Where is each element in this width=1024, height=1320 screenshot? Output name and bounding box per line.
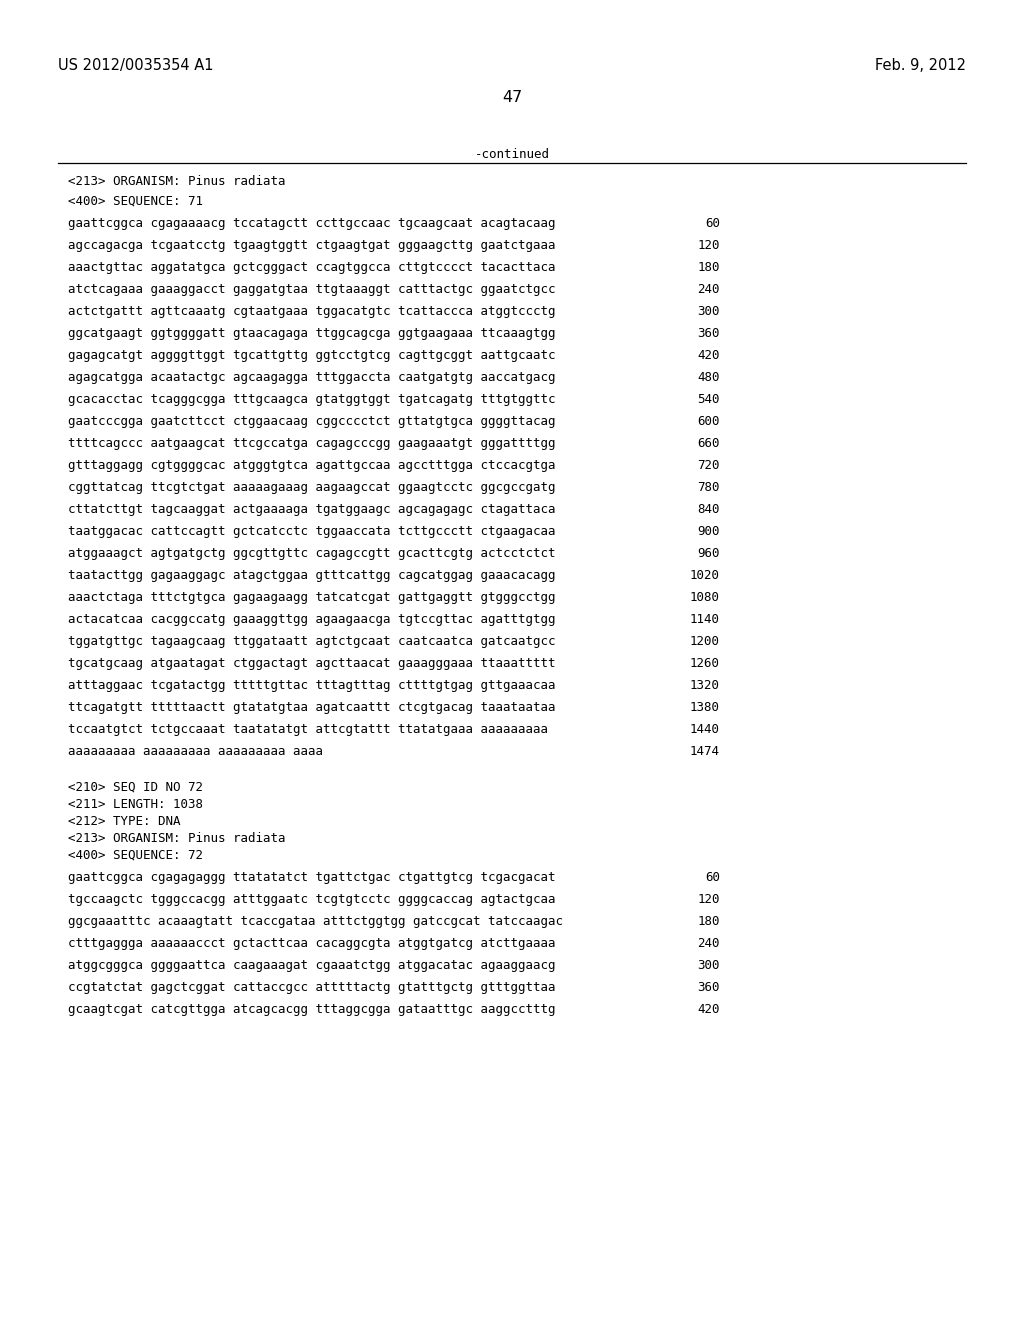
Text: 1380: 1380 bbox=[690, 701, 720, 714]
Text: 47: 47 bbox=[502, 90, 522, 106]
Text: 360: 360 bbox=[697, 327, 720, 341]
Text: 540: 540 bbox=[697, 393, 720, 407]
Text: Feb. 9, 2012: Feb. 9, 2012 bbox=[874, 58, 966, 73]
Text: ctttgaggga aaaaaaccct gctacttcaa cacaggcgta atggtgatcg atcttgaaaa: ctttgaggga aaaaaaccct gctacttcaa cacaggc… bbox=[68, 937, 555, 950]
Text: <400> SEQUENCE: 71: <400> SEQUENCE: 71 bbox=[68, 195, 203, 209]
Text: 60: 60 bbox=[705, 871, 720, 884]
Text: 900: 900 bbox=[697, 525, 720, 539]
Text: 1320: 1320 bbox=[690, 678, 720, 692]
Text: cggttatcag ttcgtctgat aaaaagaaag aagaagccat ggaagtcctc ggcgccgatg: cggttatcag ttcgtctgat aaaaagaaag aagaagc… bbox=[68, 480, 555, 494]
Text: cttatcttgt tagcaaggat actgaaaaga tgatggaagc agcagagagc ctagattaca: cttatcttgt tagcaaggat actgaaaaga tgatgga… bbox=[68, 503, 555, 516]
Text: 1080: 1080 bbox=[690, 591, 720, 605]
Text: tgcatgcaag atgaatagat ctggactagt agcttaacat gaaagggaaa ttaaattttt: tgcatgcaag atgaatagat ctggactagt agcttaa… bbox=[68, 657, 555, 671]
Text: <211> LENGTH: 1038: <211> LENGTH: 1038 bbox=[68, 799, 203, 810]
Text: 1440: 1440 bbox=[690, 723, 720, 737]
Text: 120: 120 bbox=[697, 239, 720, 252]
Text: taatggacac cattccagtt gctcatcctc tggaaccata tcttgccctt ctgaagacaa: taatggacac cattccagtt gctcatcctc tggaacc… bbox=[68, 525, 555, 539]
Text: gcacacctac tcagggcgga tttgcaagca gtatggtggt tgatcagatg tttgtggttc: gcacacctac tcagggcgga tttgcaagca gtatggt… bbox=[68, 393, 555, 407]
Text: ttcagatgtt tttttaactt gtatatgtaa agatcaattt ctcgtgacag taaataataa: ttcagatgtt tttttaactt gtatatgtaa agatcaa… bbox=[68, 701, 555, 714]
Text: tccaatgtct tctgccaaat taatatatgt attcgtattt ttatatgaaa aaaaaaaaa: tccaatgtct tctgccaaat taatatatgt attcgta… bbox=[68, 723, 548, 737]
Text: <213> ORGANISM: Pinus radiata: <213> ORGANISM: Pinus radiata bbox=[68, 832, 286, 845]
Text: 180: 180 bbox=[697, 261, 720, 275]
Text: 840: 840 bbox=[697, 503, 720, 516]
Text: atggaaagct agtgatgctg ggcgttgttc cagagccgtt gcacttcgtg actcctctct: atggaaagct agtgatgctg ggcgttgttc cagagcc… bbox=[68, 546, 555, 560]
Text: atctcagaaa gaaaggacct gaggatgtaa ttgtaaaggt catttactgc ggaatctgcc: atctcagaaa gaaaggacct gaggatgtaa ttgtaaa… bbox=[68, 282, 555, 296]
Text: aaactctaga tttctgtgca gagaagaagg tatcatcgat gattgaggtt gtgggcctgg: aaactctaga tttctgtgca gagaagaagg tatcatc… bbox=[68, 591, 555, 605]
Text: <400> SEQUENCE: 72: <400> SEQUENCE: 72 bbox=[68, 849, 203, 862]
Text: actacatcaa cacggccatg gaaaggttgg agaagaacga tgtccgttac agatttgtgg: actacatcaa cacggccatg gaaaggttgg agaagaa… bbox=[68, 612, 555, 626]
Text: 1260: 1260 bbox=[690, 657, 720, 671]
Text: ccgtatctat gagctcggat cattaccgcc atttttactg gtatttgctg gtttggttaa: ccgtatctat gagctcggat cattaccgcc attttta… bbox=[68, 981, 555, 994]
Text: gaattcggca cgagagaggg ttatatatct tgattctgac ctgattgtcg tcgacgacat: gaattcggca cgagagaggg ttatatatct tgattct… bbox=[68, 871, 555, 884]
Text: gcaagtcgat catcgttgga atcagcacgg tttaggcgga gataatttgc aaggcctttg: gcaagtcgat catcgttgga atcagcacgg tttaggc… bbox=[68, 1003, 555, 1016]
Text: 1474: 1474 bbox=[690, 744, 720, 758]
Text: 960: 960 bbox=[697, 546, 720, 560]
Text: agagcatgga acaatactgc agcaagagga tttggaccta caatgatgtg aaccatgacg: agagcatgga acaatactgc agcaagagga tttggac… bbox=[68, 371, 555, 384]
Text: <212> TYPE: DNA: <212> TYPE: DNA bbox=[68, 814, 180, 828]
Text: <210> SEQ ID NO 72: <210> SEQ ID NO 72 bbox=[68, 781, 203, 795]
Text: ggcgaaatttc acaaagtatt tcaccgataa atttctggtgg gatccgcat tatccaagac: ggcgaaatttc acaaagtatt tcaccgataa atttct… bbox=[68, 915, 563, 928]
Text: 780: 780 bbox=[697, 480, 720, 494]
Text: 480: 480 bbox=[697, 371, 720, 384]
Text: 120: 120 bbox=[697, 894, 720, 906]
Text: ggcatgaagt ggtggggatt gtaacagaga ttggcagcga ggtgaagaaa ttcaaagtgg: ggcatgaagt ggtggggatt gtaacagaga ttggcag… bbox=[68, 327, 555, 341]
Text: 180: 180 bbox=[697, 915, 720, 928]
Text: aaactgttac aggatatgca gctcgggact ccagtggcca cttgtcccct tacacttaca: aaactgttac aggatatgca gctcgggact ccagtgg… bbox=[68, 261, 555, 275]
Text: gaatcccgga gaatcttcct ctggaacaag cggcccctct gttatgtgca ggggttacag: gaatcccgga gaatcttcct ctggaacaag cggcccc… bbox=[68, 414, 555, 428]
Text: 1020: 1020 bbox=[690, 569, 720, 582]
Text: 240: 240 bbox=[697, 937, 720, 950]
Text: 1200: 1200 bbox=[690, 635, 720, 648]
Text: ttttcagccc aatgaagcat ttcgccatga cagagcccgg gaagaaatgt gggattttgg: ttttcagccc aatgaagcat ttcgccatga cagagcc… bbox=[68, 437, 555, 450]
Text: atggcgggca ggggaattca caagaaagat cgaaatctgg atggacatac agaaggaacg: atggcgggca ggggaattca caagaaagat cgaaatc… bbox=[68, 960, 555, 972]
Text: 600: 600 bbox=[697, 414, 720, 428]
Text: actctgattt agttcaaatg cgtaatgaaa tggacatgtc tcattaccca atggtccctg: actctgattt agttcaaatg cgtaatgaaa tggacat… bbox=[68, 305, 555, 318]
Text: 420: 420 bbox=[697, 1003, 720, 1016]
Text: US 2012/0035354 A1: US 2012/0035354 A1 bbox=[58, 58, 213, 73]
Text: 720: 720 bbox=[697, 459, 720, 473]
Text: 300: 300 bbox=[697, 305, 720, 318]
Text: gtttaggagg cgtggggcac atgggtgtca agattgccaa agcctttgga ctccacgtga: gtttaggagg cgtggggcac atgggtgtca agattgc… bbox=[68, 459, 555, 473]
Text: 300: 300 bbox=[697, 960, 720, 972]
Text: atttaggaac tcgatactgg tttttgttac tttagtttag cttttgtgag gttgaaacaa: atttaggaac tcgatactgg tttttgttac tttagtt… bbox=[68, 678, 555, 692]
Text: taatacttgg gagaaggagc atagctggaa gtttcattgg cagcatggag gaaacacagg: taatacttgg gagaaggagc atagctggaa gtttcat… bbox=[68, 569, 555, 582]
Text: 240: 240 bbox=[697, 282, 720, 296]
Text: 1140: 1140 bbox=[690, 612, 720, 626]
Text: -continued: -continued bbox=[474, 148, 550, 161]
Text: 60: 60 bbox=[705, 216, 720, 230]
Text: 420: 420 bbox=[697, 348, 720, 362]
Text: agccagacga tcgaatcctg tgaagtggtt ctgaagtgat gggaagcttg gaatctgaaa: agccagacga tcgaatcctg tgaagtggtt ctgaagt… bbox=[68, 239, 555, 252]
Text: 660: 660 bbox=[697, 437, 720, 450]
Text: tggatgttgc tagaagcaag ttggataatt agtctgcaat caatcaatca gatcaatgcc: tggatgttgc tagaagcaag ttggataatt agtctgc… bbox=[68, 635, 555, 648]
Text: tgccaagctc tgggccacgg atttggaatc tcgtgtcctc ggggcaccag agtactgcaa: tgccaagctc tgggccacgg atttggaatc tcgtgtc… bbox=[68, 894, 555, 906]
Text: aaaaaaaaa aaaaaaaaa aaaaaaaaa aaaa: aaaaaaaaa aaaaaaaaa aaaaaaaaa aaaa bbox=[68, 744, 323, 758]
Text: gagagcatgt aggggttggt tgcattgttg ggtcctgtcg cagttgcggt aattgcaatc: gagagcatgt aggggttggt tgcattgttg ggtcctg… bbox=[68, 348, 555, 362]
Text: gaattcggca cgagaaaacg tccatagctt ccttgccaac tgcaagcaat acagtacaag: gaattcggca cgagaaaacg tccatagctt ccttgcc… bbox=[68, 216, 555, 230]
Text: <213> ORGANISM: Pinus radiata: <213> ORGANISM: Pinus radiata bbox=[68, 176, 286, 187]
Text: 360: 360 bbox=[697, 981, 720, 994]
